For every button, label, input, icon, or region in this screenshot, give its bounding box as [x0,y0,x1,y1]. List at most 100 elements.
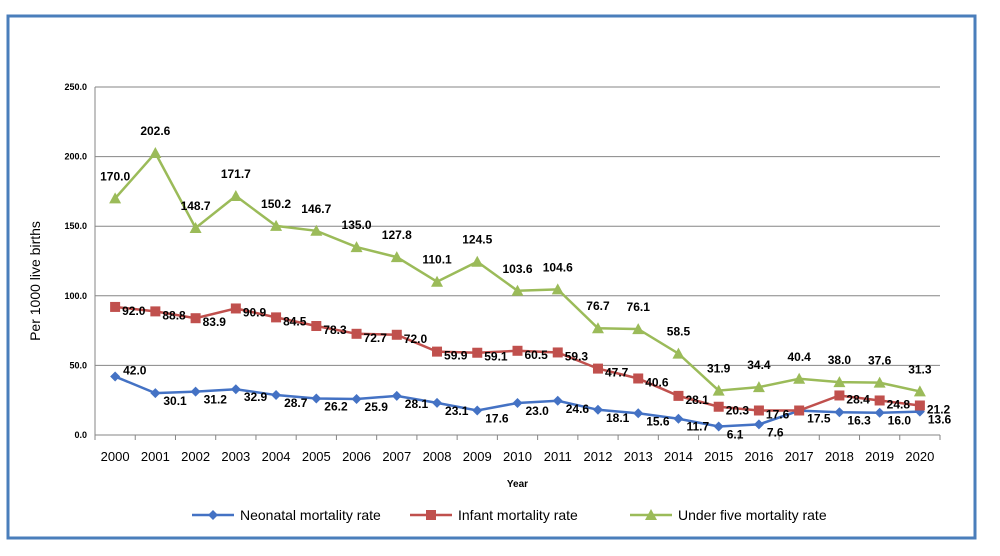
neonatal-data-label: 13.6 [928,413,952,427]
infant-point [914,400,925,411]
infant-data-label: 28.1 [685,393,709,407]
x-tick-label: 2000 [101,449,130,464]
x-tick-label: 2011 [544,449,572,464]
x-tick-label: 2007 [382,449,411,464]
neonatal-data-label: 23.0 [526,404,550,418]
neonatal-point [110,371,121,382]
infant-point [432,346,443,357]
neonatal-point [592,404,603,415]
under-five-point [873,376,886,388]
under-five-data-label: 104.6 [543,260,573,274]
gridlines [95,86,940,366]
infant-point [512,345,523,356]
neonatal-point [311,393,322,404]
under-five-data-label: 34.4 [747,358,771,372]
neonatal-point [713,421,724,432]
neonatal-data-label: 7.6 [767,425,784,439]
under-five-point [672,347,685,359]
neonatal-point [271,390,282,401]
infant-data-label: 59.9 [444,349,468,363]
neonatal-data-label: 16.3 [847,413,871,427]
under-five-data-label: 58.5 [667,325,691,339]
infant-data-label: 47.7 [605,366,629,380]
infant-point [874,395,885,406]
infant-data-label: 72.7 [364,331,388,345]
infant-data-label: 60.5 [525,348,549,362]
under-five-point [591,322,604,334]
x-tick-label: 2001 [141,449,170,464]
under-five-data-label: 31.3 [908,362,932,376]
under-five-point [752,381,765,393]
neonatal-point [391,390,402,401]
y-tick-label: 0.0 [74,430,87,440]
y-tick-label: 100.0 [64,291,87,301]
infant-point [834,390,845,401]
neonatal-point [190,386,201,397]
x-tick-label: 2012 [584,449,613,464]
infant-data-label: 24.8 [887,397,911,411]
under-five-data-label: 124.5 [462,233,492,247]
under-five-point [913,385,926,397]
x-tick-label: 2017 [785,449,814,464]
under-five-legend-label: Under five mortality rate [678,507,827,523]
infant-data-label: 83.9 [203,315,227,329]
x-tick-label: 2014 [664,449,693,464]
under-five-data-label: 37.6 [868,354,892,368]
neonatal-point [230,384,241,395]
x-tick-label: 2003 [221,449,250,464]
under-five-point [471,255,484,267]
under-five-data-label: 76.7 [586,299,610,313]
infant-point [311,321,322,332]
x-tick-label: 2005 [302,449,331,464]
infant-data-label: 88.8 [162,308,186,322]
infant-point [190,313,201,324]
infant-point [150,306,161,317]
neonatal-data-label: 26.2 [324,400,348,414]
neonatal-data-label: 15.6 [646,414,670,428]
neonatal-legend-label: Neonatal mortality rate [240,507,381,523]
infant-data-label: 90.9 [243,305,267,319]
y-tick-label: 200.0 [64,152,87,162]
neonatal-data-label: 23.1 [445,404,469,418]
under-five-data-label: 127.8 [382,228,412,242]
under-five-point [189,222,202,234]
under-five-data-label: 171.7 [221,167,251,181]
y-tick-label: 50.0 [69,360,87,370]
infant-data-label: 20.3 [726,404,750,418]
under-five-data-label: 202.6 [140,124,170,138]
neonatal-point [150,388,161,399]
under-five-data-label: 148.7 [181,199,211,213]
neonatal-data-label: 25.9 [365,400,389,414]
x-tick-label: 2020 [905,449,934,464]
under-five-data-label: 31.9 [707,362,731,376]
neonatal-data-label: 17.5 [807,412,831,426]
under-five-point [431,275,444,287]
infant-point [271,312,282,323]
y-axis-title: Per 1000 live births [27,221,43,341]
infant-point [391,329,402,340]
under-five-point [310,224,323,236]
data-labels: 42.0 30.1 31.2 32.9 28.7 26.2 25.9 28.1 23.1 17.6… [100,124,951,442]
infant-point [592,363,603,374]
under-five-data-label: 135.0 [342,218,372,232]
x-tick-label: 2016 [744,449,773,464]
under-five-data-label: 38.0 [828,353,852,367]
neonatal-point [753,419,764,430]
under-five-point [833,376,846,388]
under-five-point [712,384,725,396]
neonatal-data-label: 30.1 [163,394,187,408]
infant-point [552,347,563,358]
x-tick-label: 2008 [423,449,452,464]
infant-data-label: 59.3 [565,349,589,363]
infant-data-label: 72.0 [404,332,428,346]
neonatal-point [633,408,644,419]
under-five-data-label: 76.1 [627,300,651,314]
infant-point [753,405,764,416]
infant-legend-marker [426,510,436,520]
y-tick-label: 150.0 [64,221,87,231]
neonatal-data-label: 6.1 [727,428,744,442]
neonatal-data-label: 42.0 [123,364,147,378]
infant-data-label: 84.5 [283,314,307,328]
under-five-point [270,219,283,231]
